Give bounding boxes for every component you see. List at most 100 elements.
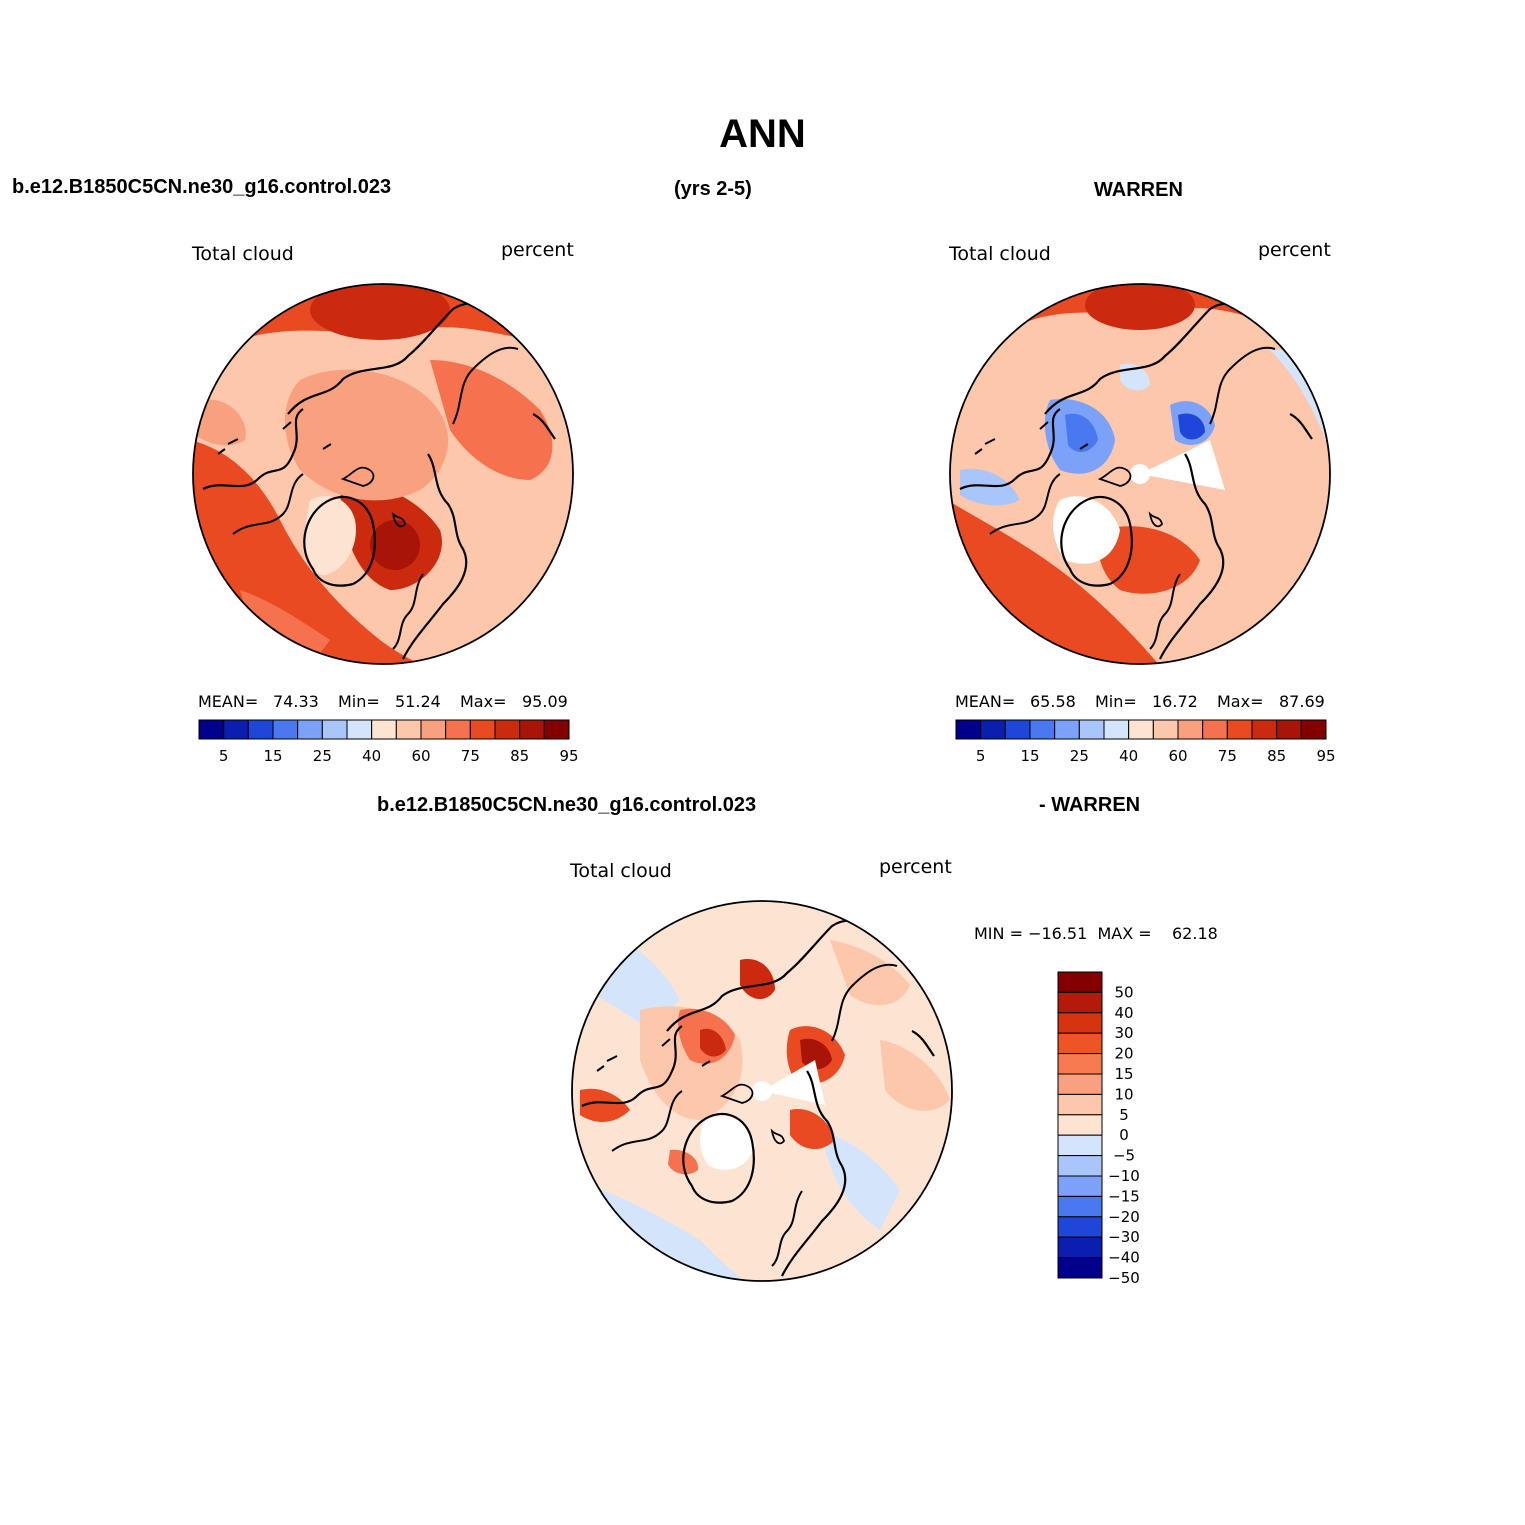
diff-colorbar-tick-label: 30 — [1114, 1024, 1133, 1042]
diff-colorbar-swatch — [1057, 971, 1103, 993]
obs-colorbar-swatch — [955, 719, 982, 740]
obs-colorbar-swatch — [1152, 719, 1179, 740]
model-colorbar-tick-label: 5 — [219, 747, 229, 765]
obs-units-label: percent — [1258, 239, 1331, 261]
diff-case-name: b.e12.B1850C5CN.ne30_g16.control.023 — [377, 794, 757, 816]
obs-colorbar-swatch — [1251, 719, 1278, 740]
model-colorbar-swatch — [346, 719, 373, 740]
obs-colorbar-swatch — [1078, 719, 1105, 740]
model-colorbar-swatch — [198, 719, 225, 740]
obs-colorbar-swatch — [1226, 719, 1253, 740]
obs-colorbar-swatch — [1029, 719, 1056, 740]
obs-colorbar-swatch — [1103, 719, 1130, 740]
diff-colorbar-swatch — [1057, 1175, 1103, 1197]
diff-colorbar-swatch — [1057, 1053, 1103, 1075]
obs-min-label: Min= — [1095, 692, 1137, 711]
diff-colorbar-tick-label: 50 — [1114, 983, 1133, 1001]
obs-max-label: Max= — [1217, 692, 1264, 711]
diff-colorbar-tick-label: −20 — [1108, 1208, 1140, 1226]
model-colorbar-tick-label: 25 — [313, 747, 332, 765]
diff-colorbar-swatch — [1057, 1236, 1103, 1259]
diff-colorbar-swatch — [1057, 1216, 1103, 1238]
model-colorbar-swatch — [395, 719, 422, 740]
model-colorbar-swatch — [297, 719, 323, 740]
obs-colorbar-tick-label: 75 — [1218, 747, 1237, 765]
diff-colorbar-tick-label: 0 — [1119, 1126, 1129, 1144]
diff-colorbar-swatch — [1057, 1012, 1103, 1034]
obs-colorbar-tick-label: 15 — [1020, 747, 1039, 765]
diff-obs-name: - WARREN — [1039, 794, 1141, 816]
diff-colorbar-tick-label: −5 — [1113, 1147, 1135, 1165]
diff-colorbar-swatch — [1057, 1073, 1103, 1095]
diff-colorbar-swatch — [1057, 1032, 1103, 1055]
model-units-label: percent — [501, 239, 574, 261]
model-colorbar-tick-label: 60 — [411, 747, 430, 765]
obs-colorbar-swatch — [1276, 719, 1302, 740]
obs-colorbar-tick-label: 40 — [1119, 747, 1138, 765]
years-label: (yrs 2-5) — [674, 178, 752, 200]
obs-colorbar-tick-label: 60 — [1168, 747, 1187, 765]
model-colorbar: 5 15 25 40 60 75 85 95 — [198, 719, 579, 765]
diff-colorbar-swatch — [1057, 1195, 1103, 1218]
diff-colorbar-tick-label: 40 — [1114, 1004, 1133, 1022]
diff-colorbar-swatch — [1057, 1114, 1103, 1136]
obs-colorbar-swatch — [980, 719, 1006, 740]
obs-colorbar-tick-label: 95 — [1316, 747, 1335, 765]
diff-polar-map — [571, 900, 953, 1282]
diff-colorbar-tick-label: −40 — [1108, 1249, 1140, 1267]
model-colorbar-swatch — [321, 719, 348, 740]
model-colorbar-swatch — [445, 719, 471, 740]
model-colorbar-swatch — [494, 719, 521, 740]
figure-title: ANN — [719, 112, 806, 156]
obs-colorbar-swatch — [1004, 719, 1031, 740]
model-min-value: 51.24 — [395, 692, 441, 711]
obs-colorbar-swatch — [1177, 719, 1204, 740]
model-colorbar-swatch — [469, 719, 496, 740]
diff-colorbar-tick-label: 10 — [1114, 1085, 1133, 1103]
diff-colorbar-tick-label: 20 — [1114, 1045, 1133, 1063]
model-colorbar-swatch — [223, 719, 249, 740]
diff-colorbar-tick-label: −10 — [1108, 1167, 1140, 1185]
diff-colorbar-swatch — [1057, 1257, 1103, 1279]
obs-min-value: 16.72 — [1152, 692, 1198, 711]
obs-colorbar-tick-label: 5 — [976, 747, 986, 765]
model-colorbar-swatch — [247, 719, 274, 740]
diff-variable-label: Total cloud — [570, 860, 672, 882]
diff-colorbar-tick-label: 15 — [1114, 1065, 1133, 1083]
model-mean-value: 74.33 — [273, 692, 319, 711]
obs-mean-value: 65.58 — [1030, 692, 1076, 711]
obs-colorbar-tick-label: 25 — [1070, 747, 1089, 765]
model-colorbar-swatch — [519, 719, 545, 740]
obs-polar-map — [949, 283, 1331, 665]
model-variable-label: Total cloud — [192, 243, 294, 265]
obs-mean-label: MEAN= — [955, 692, 1016, 711]
diff-colorbar-swatch — [1057, 1155, 1103, 1177]
obs-colorbar-swatch — [1054, 719, 1080, 740]
model-colorbar-tick-label: 40 — [362, 747, 381, 765]
diff-colorbar-swatch — [1057, 1134, 1103, 1157]
model-polar-map — [192, 283, 574, 665]
model-colorbar-tick-label: 85 — [510, 747, 529, 765]
diff-colorbar-swatch — [1057, 991, 1103, 1014]
obs-name: WARREN — [1094, 179, 1183, 201]
model-mean-label: MEAN= — [198, 692, 259, 711]
model-colorbar-tick-label: 95 — [559, 747, 578, 765]
diff-colorbar-swatch — [1057, 1093, 1103, 1116]
obs-colorbar-tick-label: 85 — [1267, 747, 1286, 765]
obs-colorbar-swatch — [1202, 719, 1228, 740]
obs-colorbar-swatch — [1300, 719, 1327, 740]
diff-colorbar-tick-label: 5 — [1119, 1106, 1129, 1124]
diff-colorbar-tick-label: −15 — [1108, 1187, 1140, 1205]
diff-units-label: percent — [879, 856, 952, 878]
model-max-value: 95.09 — [522, 692, 568, 711]
model-colorbar-swatch — [420, 719, 447, 740]
model-min-label: Min= — [338, 692, 380, 711]
obs-colorbar-swatch — [1128, 719, 1154, 740]
obs-variable-label: Total cloud — [949, 243, 1051, 265]
diff-minmax: MIN = −16.51 MAX = 62.18 — [974, 924, 1218, 943]
model-colorbar-swatch — [371, 719, 397, 740]
diff-colorbar-tick-label: −50 — [1108, 1269, 1140, 1287]
diff-colorbar-tick-label: −30 — [1108, 1228, 1140, 1246]
